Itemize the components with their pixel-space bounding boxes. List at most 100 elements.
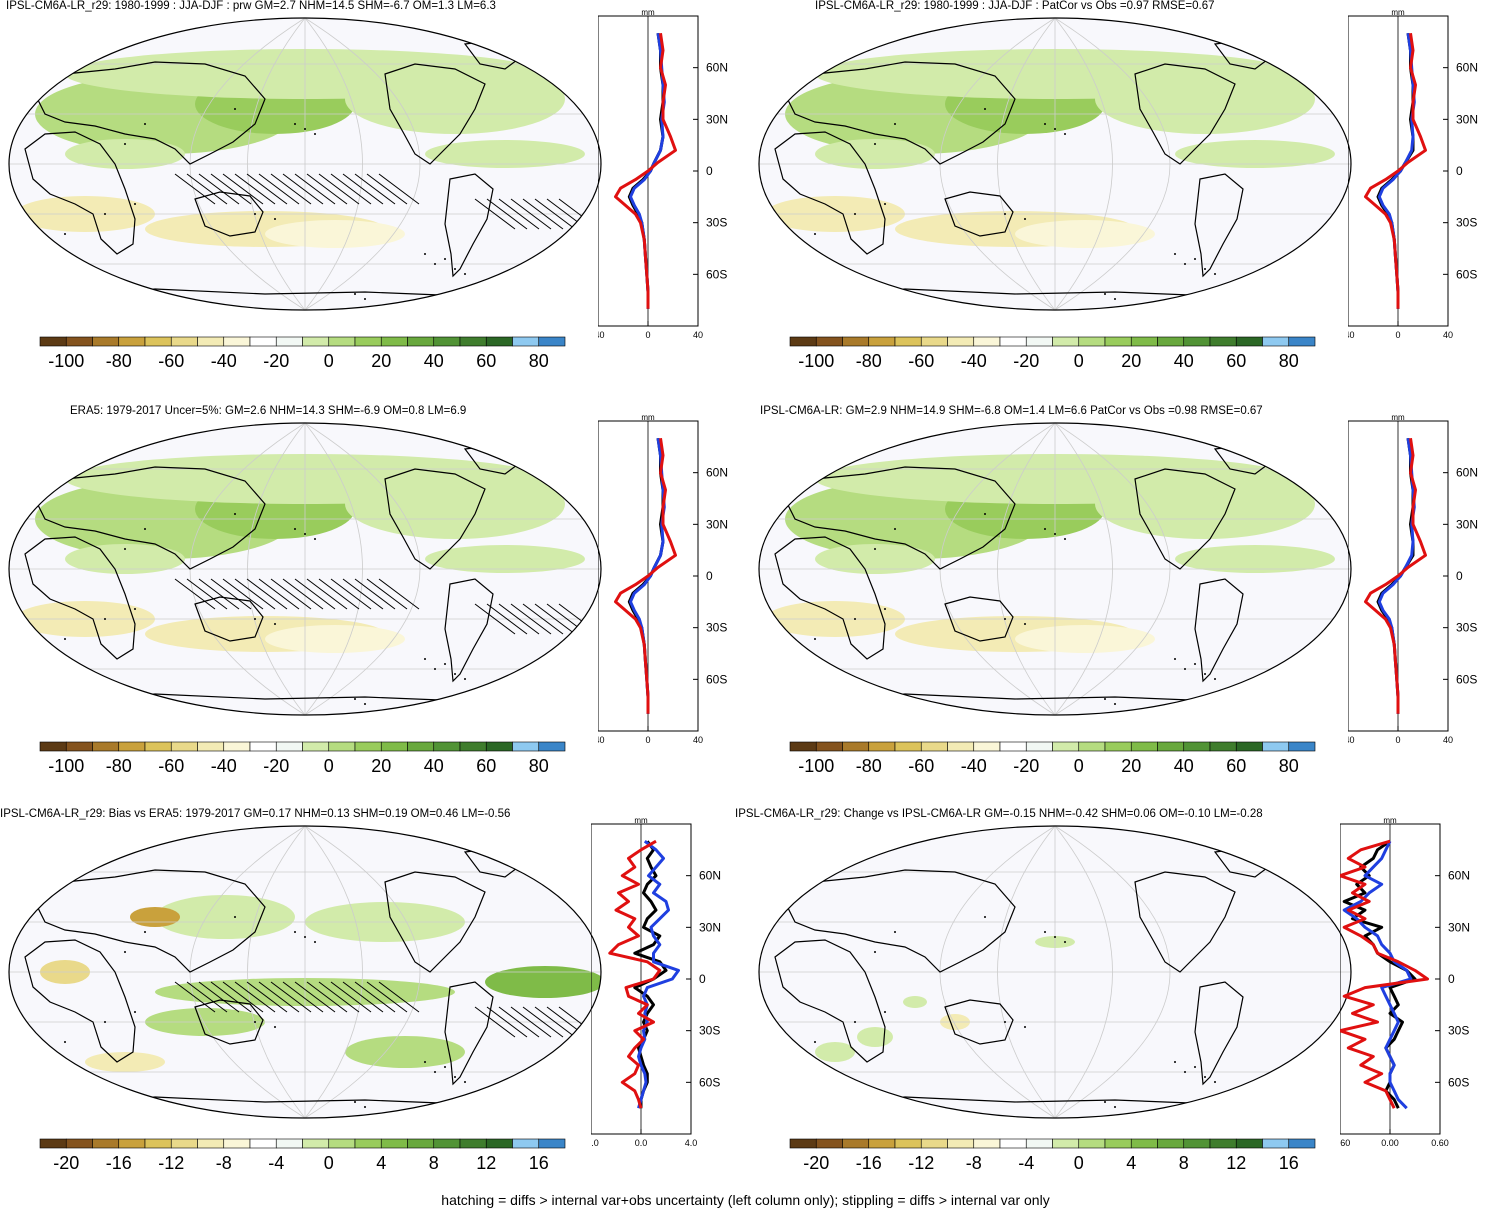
x-tick-label: 0.60: [1431, 1138, 1449, 1146]
colorbar-label: -4: [1018, 1153, 1034, 1173]
colorbar-label: 0: [324, 351, 334, 371]
colorbar-label: 20: [371, 756, 391, 776]
stipple-dot: [814, 1041, 816, 1043]
hatch-line: [258, 981, 300, 1013]
colorbar-swatch: [1157, 336, 1185, 347]
world-map: [8, 17, 602, 311]
field-patch: [1015, 220, 1155, 248]
unit-label: mm: [1383, 816, 1397, 825]
hatch-line: [258, 173, 300, 205]
colorbar-label: 0: [1074, 756, 1084, 776]
stipple-dot: [854, 213, 856, 215]
colorbar-label: -12: [908, 1153, 934, 1173]
colorbar-swatch: [459, 1138, 487, 1149]
hatch-line: [282, 578, 324, 610]
hatch-line: [330, 173, 372, 205]
colorbar-label: 80: [1279, 351, 1299, 371]
hatch-line: [474, 603, 516, 635]
stipple-dot: [854, 618, 856, 620]
hatch-line: [474, 1006, 516, 1038]
zonal-profile: mm 60N 30N 0 30S 60S -40 0 40: [1348, 413, 1478, 743]
lat-label: 60N: [1456, 466, 1478, 480]
hatch-line: [246, 173, 288, 205]
colorbar-swatch: [118, 741, 146, 752]
stipple-dot: [134, 203, 136, 205]
colorbar-label: -20: [263, 351, 289, 371]
colorbar-swatch: [1025, 741, 1053, 752]
world-map: [8, 422, 602, 716]
colorbar-swatch: [39, 1138, 67, 1149]
colorbar-label: 80: [529, 351, 549, 371]
stipple-dot: [1004, 618, 1006, 620]
colorbar-swatch: [380, 336, 408, 347]
footer-note: hatching = diffs > internal var+obs unce…: [441, 1192, 1050, 1208]
unit-label: mm: [1391, 8, 1405, 17]
unit-label: mm: [641, 413, 655, 422]
stipple-dot: [144, 528, 146, 530]
colorbar-swatch: [920, 336, 948, 347]
lat-label: 60S: [1448, 1075, 1469, 1089]
graticule-line: [997, 18, 1056, 310]
colorbar-swatch: [65, 336, 93, 347]
stipple-dot: [424, 253, 426, 255]
colorbar-swatch: [65, 741, 93, 752]
stipple-dot: [454, 673, 456, 675]
stipple-dot: [894, 123, 896, 125]
colorbar-label: -40: [211, 756, 237, 776]
coastline: [444, 173, 494, 278]
colorbar-swatch: [1130, 336, 1158, 347]
colorbar-swatch: [302, 336, 330, 347]
coastline: [784, 466, 1016, 570]
hatch-line: [534, 603, 576, 635]
lat-label: 60S: [699, 1075, 720, 1089]
stipple-dot: [454, 1076, 456, 1078]
stipple-dot: [364, 703, 366, 705]
hatch-line: [366, 578, 408, 610]
stipple-dot: [464, 273, 466, 275]
hatch-line: [210, 981, 252, 1013]
lat-label: 30N: [1456, 517, 1478, 531]
lat-label: 60N: [1448, 869, 1470, 883]
stipple-dot: [1214, 273, 1216, 275]
colorbar-label: -20: [803, 1153, 829, 1173]
colorbar: -20-16-12-8-4048121620: [39, 1138, 566, 1173]
graticule-line: [1054, 423, 1113, 715]
colorbar-label: -16: [106, 1153, 132, 1173]
hatch-line: [534, 1006, 576, 1038]
colorbar-swatch: [868, 336, 896, 347]
colorbar-swatch: [1104, 1138, 1132, 1149]
field-patch: [265, 625, 405, 653]
stipple-dot: [234, 916, 236, 918]
colorbar-swatch: [459, 336, 487, 347]
hatch-line: [306, 578, 348, 610]
colorbar-label: 4: [376, 1153, 386, 1173]
hatch-line: [354, 173, 396, 205]
lat-label: 60N: [699, 869, 721, 883]
colorbar-swatch: [459, 741, 487, 752]
stipple-dot: [254, 1021, 256, 1023]
hatch-line: [210, 578, 252, 610]
colorbar-swatch: [538, 336, 566, 347]
colorbar-swatch: [407, 336, 435, 347]
x-tick-label: 40: [693, 735, 703, 743]
hatch-line: [198, 173, 240, 205]
hatch-line: [198, 981, 240, 1013]
stipple-dot: [874, 951, 876, 953]
coastline: [24, 939, 136, 1063]
stipple-dot: [874, 548, 876, 550]
hatch-line: [186, 173, 228, 205]
hatch-line: [522, 603, 564, 635]
field-patch: [485, 966, 601, 998]
hatch-line: [498, 1006, 540, 1038]
coastline: [194, 999, 264, 1045]
lat-label: 30S: [706, 216, 727, 230]
colorbar-swatch: [868, 741, 896, 752]
world-map: [758, 825, 1352, 1119]
stipple-dot: [1104, 698, 1106, 700]
colorbar-swatch: [920, 741, 948, 752]
colorbar-label: 12: [476, 1153, 496, 1173]
colorbar-swatch: [789, 741, 817, 752]
x-tick-label: 40: [1443, 330, 1453, 338]
field-patch: [65, 139, 185, 169]
stipple-dot: [1104, 293, 1106, 295]
